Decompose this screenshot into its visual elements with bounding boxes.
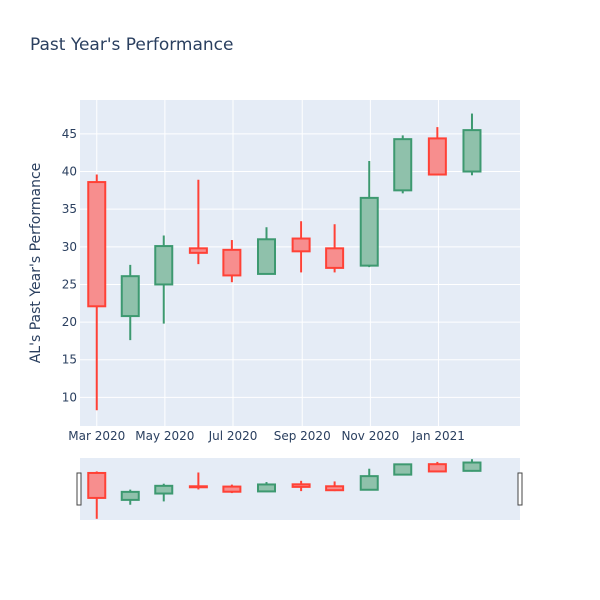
range-slider[interactable] — [76, 458, 523, 520]
candle-decreasing[interactable] — [291, 221, 311, 273]
mini-candle-body — [427, 463, 447, 473]
y-tick-label: 15 — [62, 353, 77, 367]
x-tick-label: Jul 2020 — [208, 429, 258, 443]
mini-candle — [188, 472, 208, 490]
x-tick-label: Sep 2020 — [274, 429, 331, 443]
y-tick-label: 30 — [62, 240, 77, 254]
candle-body — [291, 237, 311, 253]
mini-candle — [462, 459, 482, 472]
x-axis-tick-labels: Mar 2020 May 2020 Jul 2020 Sep 2020 Nov 2020… — [68, 429, 465, 443]
mini-candle-body — [154, 484, 174, 495]
y-tick-label: 25 — [62, 277, 77, 291]
mini-candle — [154, 483, 174, 502]
candle-increasing[interactable] — [462, 113, 482, 176]
y-axis-tick-labels: 10 15 20 25 30 35 40 45 — [62, 127, 77, 405]
chart-title: Past Year's Performance — [30, 35, 234, 55]
x-tick-label: Mar 2020 — [68, 429, 125, 443]
x-tick-label: Nov 2020 — [341, 429, 399, 443]
y-tick-label: 35 — [62, 202, 77, 216]
candle-body — [325, 247, 345, 269]
mini-candle — [291, 480, 311, 492]
mini-candle — [87, 471, 107, 519]
range-slider-right-handle[interactable] — [517, 472, 523, 506]
candle-body — [393, 138, 413, 192]
candle-body — [188, 247, 208, 254]
candle-increasing[interactable] — [359, 160, 379, 268]
mini-candle-body — [87, 471, 107, 499]
candle-increasing[interactable] — [154, 235, 174, 324]
x-tick-label: May 2020 — [135, 429, 194, 443]
candle-body — [462, 129, 482, 173]
range-slider-left-handle[interactable] — [76, 472, 82, 506]
candle-decreasing[interactable] — [222, 240, 242, 283]
mini-candle-body — [222, 485, 242, 493]
mini-candle — [359, 468, 379, 491]
candle-body — [154, 245, 174, 286]
mini-candle-body — [256, 483, 276, 493]
mini-candle — [325, 481, 345, 492]
candle-body — [87, 181, 107, 308]
mini-candle — [427, 461, 447, 473]
candlestick-series — [87, 113, 482, 411]
range-slider-candles — [87, 459, 482, 519]
candle-body — [222, 248, 242, 277]
mini-candle — [222, 484, 242, 494]
y-tick-label: 20 — [62, 315, 77, 329]
candle-decreasing[interactable] — [188, 179, 208, 265]
candle-decreasing[interactable] — [87, 174, 107, 411]
mini-candle — [120, 489, 140, 505]
range-slider-background[interactable] — [80, 458, 520, 520]
y-tick-label: 10 — [62, 390, 77, 404]
candle-body — [256, 238, 276, 275]
y-axis-title: AL's Past Year's Performance — [28, 163, 44, 364]
y-tick-label: 45 — [62, 127, 77, 141]
mini-candle-body — [120, 490, 140, 501]
mini-candle-body — [188, 485, 208, 489]
candle-body — [120, 275, 140, 318]
mini-candle-body — [462, 461, 482, 472]
mini-candle — [256, 482, 276, 493]
plot-area[interactable] — [80, 100, 520, 426]
candle-body — [427, 137, 447, 176]
mini-candle-body — [291, 483, 311, 488]
y-tick-label: 40 — [62, 165, 77, 179]
mini-candle-body — [393, 463, 413, 476]
candle-decreasing[interactable] — [325, 224, 345, 273]
candle-increasing[interactable] — [256, 227, 276, 275]
candle-decreasing[interactable] — [427, 127, 447, 176]
candle-body — [359, 196, 379, 267]
candle-increasing[interactable] — [393, 135, 413, 194]
candle-increasing[interactable] — [120, 264, 140, 341]
mini-candle — [393, 463, 413, 476]
mini-candle-body — [359, 475, 379, 491]
mini-candle-body — [325, 485, 345, 492]
x-tick-label: Jan 2021 — [411, 429, 465, 443]
